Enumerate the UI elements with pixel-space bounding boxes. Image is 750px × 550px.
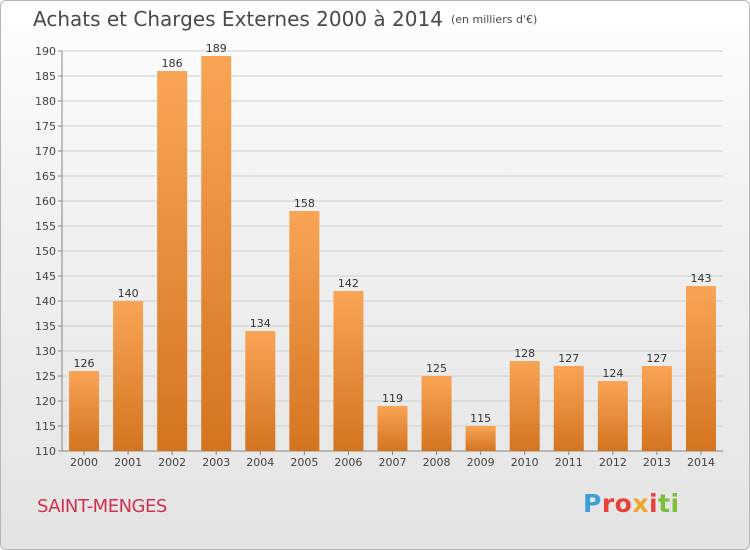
bar bbox=[157, 71, 188, 451]
bar bbox=[377, 406, 408, 451]
bar-value-label: 189 bbox=[206, 42, 227, 55]
bar-value-label: 134 bbox=[250, 317, 271, 330]
x-tick-label: 2004 bbox=[246, 456, 274, 469]
bar-value-label: 158 bbox=[294, 197, 315, 210]
bar bbox=[421, 376, 452, 451]
commune-name: SAINT-MENGES bbox=[37, 496, 167, 517]
bar-value-label: 142 bbox=[338, 277, 359, 290]
proxiti-logo: Proxiti bbox=[583, 489, 680, 518]
bar bbox=[597, 381, 628, 451]
logo-part-3: x bbox=[632, 489, 649, 518]
logo-part-2: ro bbox=[601, 489, 633, 518]
bar-value-label: 140 bbox=[118, 287, 139, 300]
bar bbox=[465, 426, 496, 451]
bar-value-label: 115 bbox=[470, 412, 491, 425]
y-tick-label: 115 bbox=[35, 420, 56, 433]
bar-value-label: 128 bbox=[514, 347, 535, 360]
chart-title: Achats et Charges Externes 2000 à 2014 (e… bbox=[33, 7, 537, 31]
y-tick-label: 180 bbox=[35, 95, 56, 108]
bar-value-label: 127 bbox=[646, 352, 667, 365]
bar-value-label: 186 bbox=[162, 57, 183, 70]
x-tick-label: 2000 bbox=[70, 456, 98, 469]
y-tick-label: 175 bbox=[35, 120, 56, 133]
bar-value-label: 143 bbox=[690, 272, 711, 285]
logo-part-4: i bbox=[648, 489, 659, 518]
y-tick-label: 190 bbox=[35, 45, 56, 58]
bar bbox=[289, 211, 320, 451]
x-tick-label: 2010 bbox=[511, 456, 539, 469]
chart-title-text: Achats et Charges Externes 2000 à 2014 bbox=[33, 7, 443, 31]
bar bbox=[641, 366, 672, 451]
x-tick-label: 2014 bbox=[687, 456, 715, 469]
chart-subtitle: (en milliers d'€) bbox=[450, 13, 538, 26]
bar-value-label: 125 bbox=[426, 362, 447, 375]
logo-part-1: P bbox=[583, 489, 602, 518]
bar bbox=[685, 286, 716, 451]
y-tick-label: 155 bbox=[35, 220, 56, 233]
y-tick-label: 160 bbox=[35, 195, 56, 208]
x-tick-label: 2008 bbox=[423, 456, 451, 469]
bar bbox=[553, 366, 584, 451]
y-tick-label: 120 bbox=[35, 395, 56, 408]
x-tick-label: 2003 bbox=[202, 456, 230, 469]
x-tick-label: 2007 bbox=[379, 456, 407, 469]
bar bbox=[333, 291, 364, 451]
y-tick-label: 150 bbox=[35, 245, 56, 258]
bar bbox=[509, 361, 540, 451]
bar-value-label: 126 bbox=[74, 357, 95, 370]
y-tick-label: 140 bbox=[35, 295, 56, 308]
bar bbox=[245, 331, 276, 451]
x-tick-label: 2011 bbox=[555, 456, 583, 469]
x-tick-label: 2012 bbox=[599, 456, 627, 469]
y-tick-label: 130 bbox=[35, 345, 56, 358]
x-tick-label: 2013 bbox=[643, 456, 671, 469]
x-tick-label: 2006 bbox=[334, 456, 362, 469]
bar bbox=[201, 56, 232, 451]
bar-value-label: 119 bbox=[382, 392, 403, 405]
x-tick-label: 2009 bbox=[467, 456, 495, 469]
y-tick-label: 110 bbox=[35, 445, 56, 458]
y-tick-label: 165 bbox=[35, 170, 56, 183]
x-tick-label: 2005 bbox=[290, 456, 318, 469]
logo-part-5: ti bbox=[658, 489, 680, 518]
bar bbox=[113, 301, 144, 451]
bar-value-label: 124 bbox=[602, 367, 623, 380]
x-tick-label: 2002 bbox=[158, 456, 186, 469]
bar-value-label: 127 bbox=[558, 352, 579, 365]
bar bbox=[69, 371, 100, 451]
x-tick-label: 2001 bbox=[114, 456, 142, 469]
y-tick-label: 170 bbox=[35, 145, 56, 158]
y-tick-label: 145 bbox=[35, 270, 56, 283]
y-tick-label: 185 bbox=[35, 70, 56, 83]
y-tick-label: 135 bbox=[35, 320, 56, 333]
y-tick-label: 125 bbox=[35, 370, 56, 383]
